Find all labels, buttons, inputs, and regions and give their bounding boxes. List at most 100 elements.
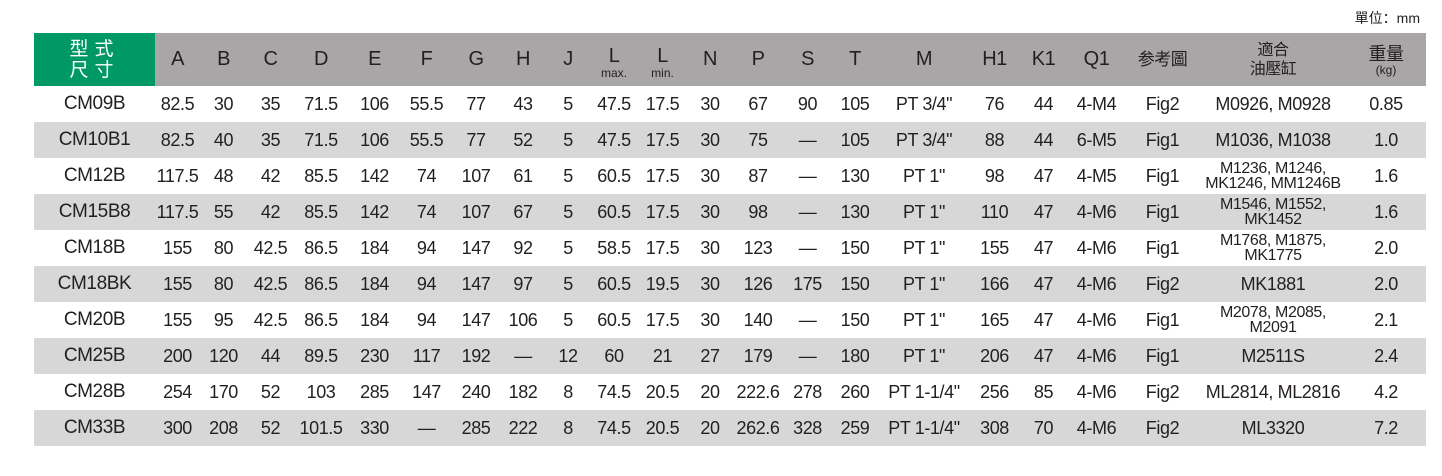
table-cell: 42.5 xyxy=(253,309,288,330)
table-cell: — xyxy=(783,122,832,158)
table-cell: 4-M6 xyxy=(1076,237,1117,258)
weight-cell: 1.6 xyxy=(1374,165,1398,186)
table-cell: 4-M6 xyxy=(1076,309,1117,330)
header-model-line1: 型式 xyxy=(69,38,120,60)
table-cell: 208 xyxy=(200,410,247,446)
table-cell: 4-M6 xyxy=(1068,194,1125,230)
table-cell: 17.5 xyxy=(638,194,687,230)
header-d: D xyxy=(294,33,348,86)
table-cell: 17.5 xyxy=(638,122,687,158)
unit-label: 單位：mm xyxy=(1354,10,1420,26)
cylinder-line: ML2814, ML2816 xyxy=(1205,381,1341,402)
table-cell: 110 xyxy=(970,194,1019,230)
table-cell: 330 xyxy=(348,410,401,446)
header-weight-main: 重量 xyxy=(1368,43,1405,64)
table-cell: 30 xyxy=(687,122,733,158)
table-cell: 60.5 xyxy=(597,309,631,330)
cylinder-line: M2078, M2085, xyxy=(1220,304,1326,321)
header-l-max-sub: max. xyxy=(600,65,627,80)
table-cell: PT 1-1/4" xyxy=(878,410,970,446)
table-cell: 123 xyxy=(743,237,773,258)
table-cell: 80 xyxy=(213,237,234,258)
cylinder-cell: M2511S xyxy=(1200,338,1346,374)
table-cell: 17.5 xyxy=(645,309,680,330)
table-cell: 192 xyxy=(452,338,500,374)
table-cell: 20.5 xyxy=(645,381,680,402)
header-cylinder-line2: 油壓缸 xyxy=(1249,60,1297,78)
weight-cell: 2.0 xyxy=(1346,266,1426,302)
table-cell: 105 xyxy=(840,93,870,114)
table-cell: Fig1 xyxy=(1125,122,1200,158)
header-h: H xyxy=(500,33,546,86)
table-cell: 180 xyxy=(832,338,878,374)
table-cell: 74.5 xyxy=(597,381,631,402)
table-cell: 5 xyxy=(546,122,590,158)
cylinder-line: M1768, M1875, xyxy=(1220,232,1326,249)
table-cell: — xyxy=(798,309,817,330)
table-cell: 184 xyxy=(348,266,401,302)
table-cell: 48 xyxy=(213,165,234,186)
table-cell: 222.6 xyxy=(736,381,780,402)
table-cell: 30 xyxy=(687,194,733,230)
header-c: C xyxy=(247,33,294,86)
table-cell: PT 1" xyxy=(902,237,946,258)
cylinder-line: M2511S xyxy=(1241,345,1305,366)
table-cell: PT 1-1/4" xyxy=(888,381,960,402)
cylinder-cell: ML2814, ML2816 xyxy=(1200,374,1346,410)
cylinder-line: MK1881 xyxy=(1240,273,1306,294)
table-cell: — xyxy=(798,165,817,186)
weight-cell: 1.6 xyxy=(1346,194,1426,230)
table-cell: 150 xyxy=(840,237,870,258)
cylinder-line: MK1452 xyxy=(1244,211,1302,228)
table-row: CM10B1 82.5 40 35 71.5 106 55.5 77 52 5 47.5 17.5 30… xyxy=(34,122,1426,158)
table-cell: 20 xyxy=(700,381,720,402)
table-cell: 130 xyxy=(840,165,870,186)
table-cell: PT 1" xyxy=(878,338,970,374)
table-cell: 200 xyxy=(155,338,200,374)
table-cell: 4-M6 xyxy=(1068,266,1125,302)
table-cell: 30 xyxy=(700,309,720,330)
cylinder-cell: M1546, M1552, MK1452 xyxy=(1200,194,1346,230)
table-cell: 285 xyxy=(452,410,500,446)
cylinder-line: MK1246, MM1246B xyxy=(1205,175,1341,192)
model-cell: CM20B xyxy=(63,309,126,330)
table-cell: 42.5 xyxy=(247,266,294,302)
table-cell: 42.5 xyxy=(253,237,288,258)
header-m: M xyxy=(878,33,970,86)
header-a: A xyxy=(155,33,200,86)
table-cell: 230 xyxy=(348,338,401,374)
table-cell: 86.5 xyxy=(304,309,338,330)
table-cell: 74 xyxy=(401,194,452,230)
header-g: G xyxy=(452,33,500,86)
table-cell: 21 xyxy=(638,338,687,374)
table-cell: 308 xyxy=(970,410,1019,446)
table-cell: 240 xyxy=(461,381,491,402)
header-model: 型式 尺寸 xyxy=(34,33,155,86)
header-weight: 重量 (kg) xyxy=(1346,33,1426,86)
table-cell: 17.5 xyxy=(645,237,680,258)
table-cell: Fig2 xyxy=(1125,410,1200,446)
table-cell: 155 xyxy=(163,309,192,330)
table-cell: 256 xyxy=(980,381,1009,402)
weight-cell: 2.4 xyxy=(1346,338,1426,374)
model-cell: CM18B xyxy=(63,237,126,258)
table-cell: 107 xyxy=(461,165,491,186)
table-cell: 44 xyxy=(1033,93,1054,114)
header-l-max-main: L xyxy=(608,44,620,67)
table-cell: 98 xyxy=(984,165,1005,186)
table-cell: 60 xyxy=(590,338,638,374)
table-cell: 47 xyxy=(1033,237,1054,258)
table-cell: 94 xyxy=(416,309,437,330)
table-cell: 5 xyxy=(563,165,573,186)
cylinder-cell: MK1881 xyxy=(1200,266,1346,302)
table-cell: 259 xyxy=(832,410,878,446)
table-cell: 30 xyxy=(700,165,720,186)
header-l-min-sub: min. xyxy=(651,65,674,80)
table-row: CM33B 300 208 52 101.5 330—285 222 8 74.5 20.5 20 2… xyxy=(34,410,1426,446)
table-cell: 106 xyxy=(508,309,538,330)
table-cell: — xyxy=(783,338,832,374)
header-n: N xyxy=(687,33,733,86)
table-cell: 77 xyxy=(466,93,486,114)
table-cell: 8 xyxy=(546,410,590,446)
